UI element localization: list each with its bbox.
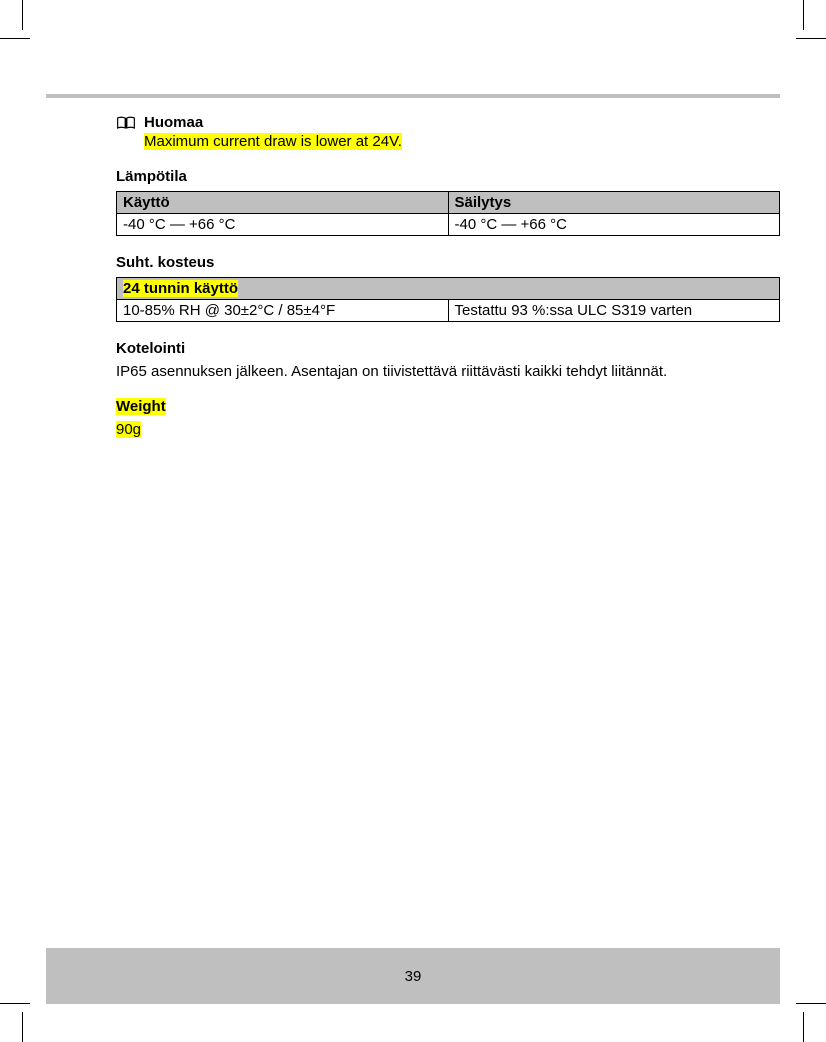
note-body: Maximum current draw is lower at 24V. (144, 133, 780, 150)
note-title: Huomaa (144, 114, 203, 131)
heading-temperature: Lämpötila (116, 168, 780, 185)
th-storage: Säilytys (448, 192, 780, 214)
humidity-table: 24 tunnin käyttö 10-85% RH @ 30±2°C / 85… (116, 277, 780, 322)
td-tested: Testattu 93 %:ssa ULC S319 varten (448, 300, 780, 322)
table-row: 10-85% RH @ 30±2°C / 85±4°F Testattu 93 … (117, 300, 780, 322)
table-row: Käyttö Säilytys (117, 192, 780, 214)
crop-mark (803, 1012, 804, 1042)
weight-body-text: 90g (116, 421, 141, 438)
heading-weight-text: Weight (116, 398, 166, 415)
page-footer: 39 (46, 948, 780, 1004)
book-icon (116, 116, 136, 130)
crop-mark (803, 0, 804, 30)
enclosure-body: IP65 asennuksen jälkeen. Asentajan on ti… (116, 363, 780, 380)
top-rule (46, 94, 780, 98)
td-storage: -40 °C — +66 °C (448, 214, 780, 236)
heading-enclosure: Kotelointi (116, 340, 780, 357)
th-operation: Käyttö (117, 192, 449, 214)
table-row: 24 tunnin käyttö (117, 278, 780, 300)
note-body-text: Maximum current draw is lower at 24V. (144, 133, 402, 150)
heading-humidity: Suht. kosteus (116, 254, 780, 271)
weight-body: 90g (116, 421, 780, 438)
temperature-table: Käyttö Säilytys -40 °C — +66 °C -40 °C —… (116, 191, 780, 236)
th-24h-text: 24 tunnin käyttö (123, 280, 238, 297)
content: Huomaa Maximum current draw is lower at … (116, 114, 780, 438)
page-number: 39 (405, 968, 422, 985)
crop-mark (22, 0, 23, 30)
heading-weight: Weight (116, 398, 780, 415)
page: Huomaa Maximum current draw is lower at … (22, 38, 804, 1004)
note: Huomaa (116, 114, 780, 131)
td-operation: -40 °C — +66 °C (117, 214, 449, 236)
crop-mark (22, 1012, 23, 1042)
td-rh: 10-85% RH @ 30±2°C / 85±4°F (117, 300, 449, 322)
th-24h: 24 tunnin käyttö (117, 278, 780, 300)
table-row: -40 °C — +66 °C -40 °C — +66 °C (117, 214, 780, 236)
